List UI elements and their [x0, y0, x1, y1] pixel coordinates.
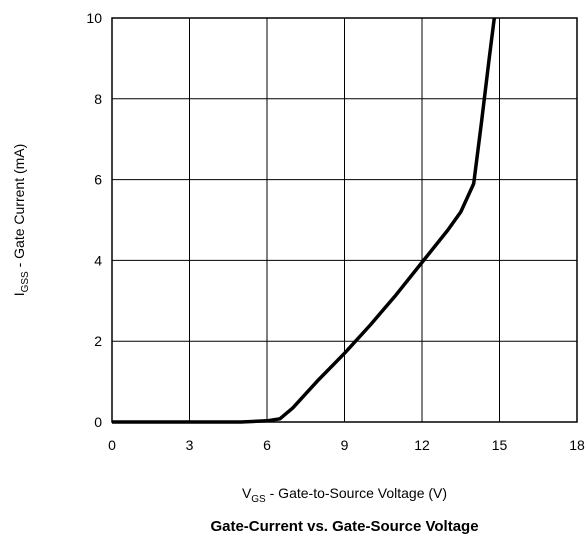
x-axis-label: VGS - Gate-to-Source Voltage (V) — [242, 485, 447, 505]
series — [112, 17, 497, 424]
y-tick-label: 4 — [94, 252, 102, 268]
y-axis-label-main: I — [11, 292, 27, 296]
y-tick-label: 10 — [86, 10, 102, 26]
x-tick-labels: 0 3 6 9 12 15 18 — [108, 437, 585, 453]
x-tick-label: 18 — [569, 437, 585, 453]
x-tick-label: 0 — [108, 437, 116, 453]
y-tick-label: 8 — [94, 91, 102, 107]
grid — [111, 17, 578, 423]
y-axis-label-rest: - Gate Current (mA) — [11, 144, 27, 272]
y-axis-label: IGSS - Gate Current (mA) — [11, 144, 31, 297]
plot-frame — [111, 17, 578, 423]
x-tick-label: 6 — [263, 437, 271, 453]
chart-title: Gate-Current vs. Gate-Source Voltage — [210, 518, 478, 535]
y-tick-labels: 0 2 4 6 8 10 — [86, 10, 102, 430]
x-axis-label-rest: - Gate-to-Source Voltage (V) — [266, 485, 447, 501]
y-tick-label: 2 — [94, 333, 102, 349]
x-axis-label-main: V — [242, 485, 252, 501]
series-line — [112, 17, 497, 424]
x-tick-label: 9 — [341, 437, 349, 453]
x-tick-label: 12 — [414, 437, 430, 453]
x-tick-label: 15 — [492, 437, 508, 453]
y-tick-label: 6 — [94, 172, 102, 188]
y-axis-label-sub: GSS — [20, 271, 31, 292]
y-tick-label: 0 — [94, 414, 102, 430]
x-axis-label-sub: GS — [251, 494, 266, 505]
x-tick-label: 3 — [186, 437, 194, 453]
